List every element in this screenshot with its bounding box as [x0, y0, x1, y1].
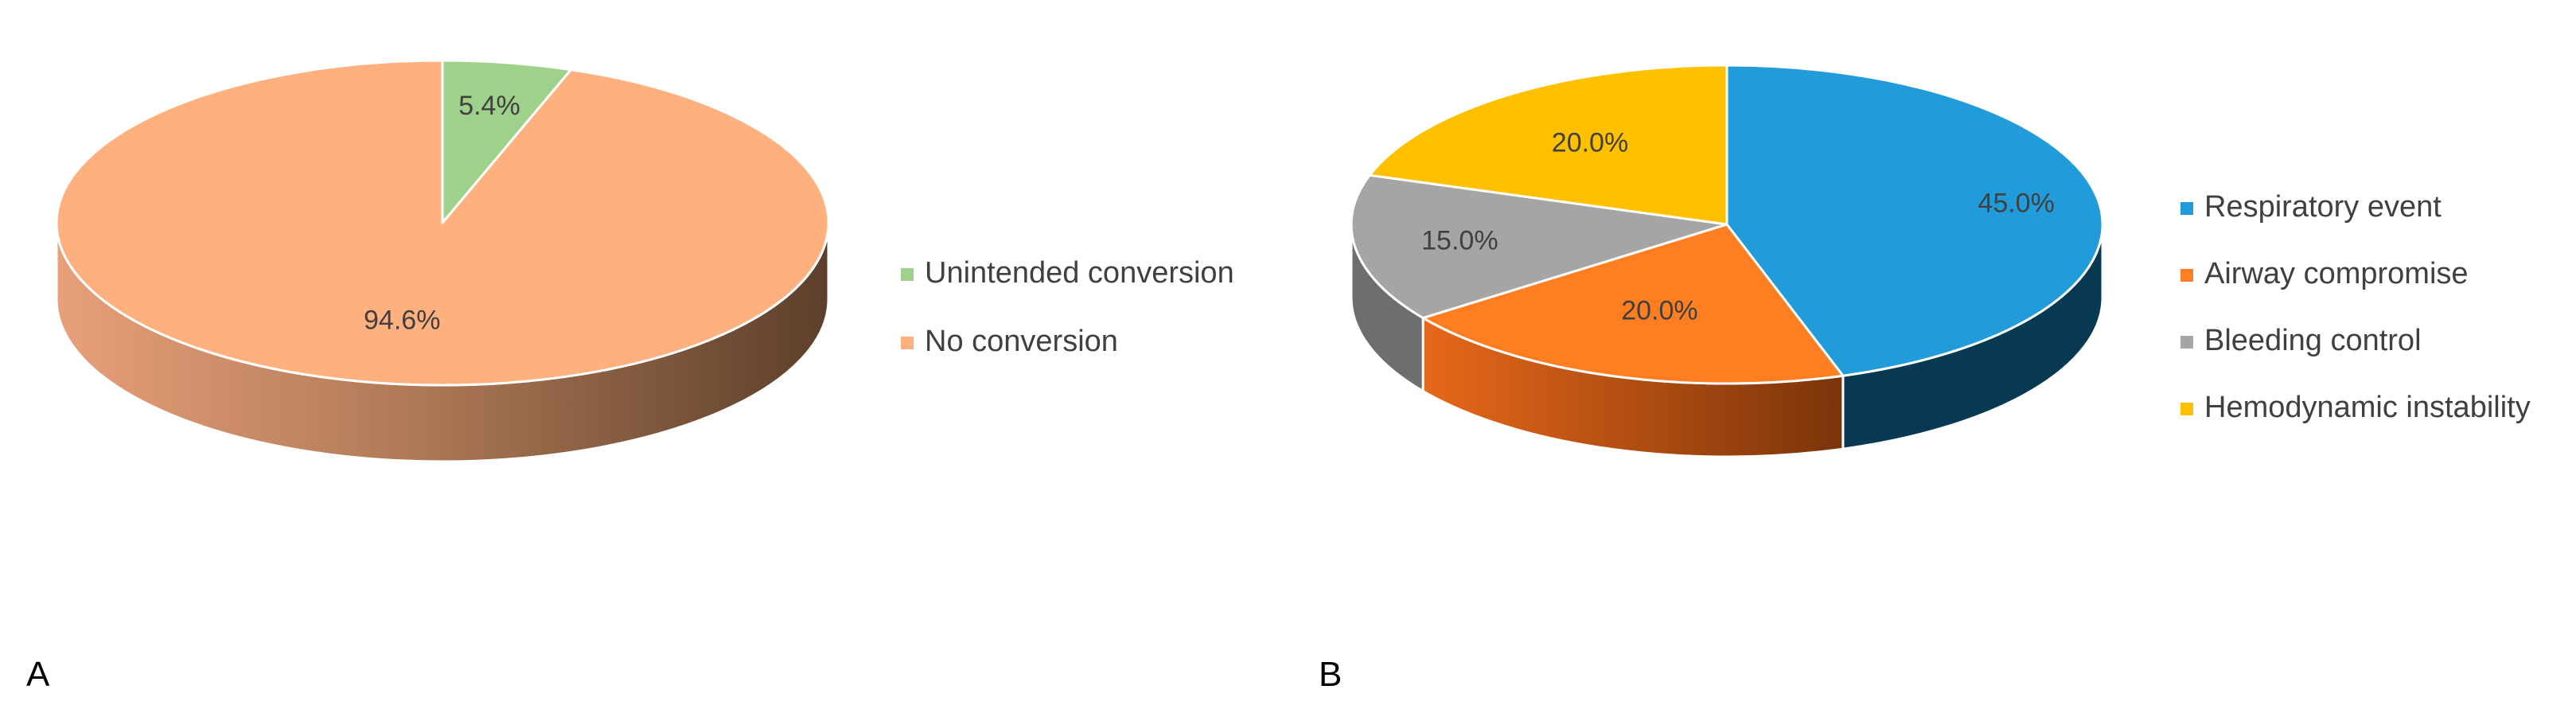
pie-a-value-label: 5.4% — [458, 91, 520, 121]
legend-b-swatch-bleeding-control — [2180, 336, 2193, 349]
pie-b-value-labels: 45.0% 20.0% 15.0% 20.0% — [1421, 128, 2055, 326]
pie-a-slice-unintended-conversion — [441, 59, 572, 224]
pie-b-value-label: 20.0% — [1552, 128, 1628, 158]
legend-a: Unintended conversion No conversion — [901, 256, 1234, 358]
legend-b-label-airway-compromise: Airway compromise — [2204, 257, 2469, 290]
pie-b-slice-bleeding-control — [1350, 173, 1728, 320]
pie-chart-b: 45.0% 20.0% 15.0% 20.0% Respiratory event Ai… — [1319, 64, 2531, 694]
pie-b-value-label: 45.0% — [1978, 189, 2054, 219]
legend-b-label-respiratory-event: Respiratory event — [2204, 190, 2442, 224]
pie-b-slice-airway-compromise — [1421, 223, 1845, 385]
legend-b: Respiratory event Airway compromise Bleedi… — [2180, 190, 2531, 424]
pie-b-slice-hemodynamic-instability — [1368, 64, 1728, 226]
pie-a-value-label: 94.6% — [364, 306, 440, 336]
pie-b-value-label: 20.0% — [1621, 295, 1697, 325]
legend-b-label-bleeding-control: Bleeding control — [2204, 324, 2422, 357]
pie-a-slice-no-conversion — [55, 59, 830, 387]
legend-a-label-unintended-conversion: Unintended conversion — [925, 256, 1234, 290]
pie-b-slice-respiratory-event — [1725, 64, 2104, 377]
panel-label-b: B — [1319, 655, 1342, 694]
panel-label-a: A — [26, 655, 50, 694]
legend-a-label-no-conversion: No conversion — [925, 325, 1118, 358]
legend-a-swatch-unintended-conversion — [901, 268, 914, 281]
pie-a-slices — [55, 59, 830, 387]
pie-b-value-label: 15.0% — [1421, 226, 1498, 256]
legend-a-swatch-no-conversion — [901, 337, 914, 349]
pie-chart-a: 5.4% 94.6% Unintended conversion No conver… — [26, 59, 1234, 694]
legend-b-swatch-respiratory-event — [2180, 202, 2193, 215]
legend-b-label-hemodynamic-instability: Hemodynamic instability — [2204, 391, 2531, 424]
legend-b-swatch-airway-compromise — [2180, 269, 2193, 282]
legend-b-swatch-hemodynamic-instability — [2180, 403, 2193, 415]
pie-a-value-labels: 5.4% 94.6% — [364, 91, 520, 335]
pie-b-slices — [1350, 64, 2104, 385]
